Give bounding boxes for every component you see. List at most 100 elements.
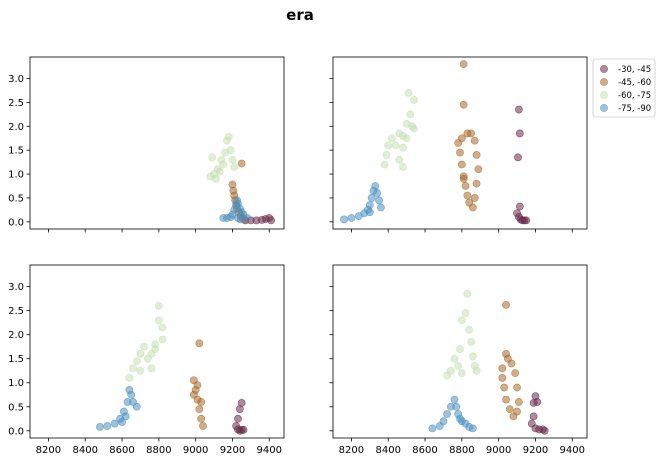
x-tick-label: 8600 (109, 445, 134, 456)
y-tick-label: 1.0 (8, 170, 24, 181)
y-tick-label: 2.0 (8, 330, 24, 341)
data-point (391, 141, 400, 150)
data-point (459, 100, 468, 109)
data-point (234, 414, 242, 423)
data-point (500, 383, 509, 392)
marks (428, 289, 549, 435)
data-point (459, 174, 468, 183)
data-point (140, 342, 149, 351)
data-point (219, 160, 228, 169)
y-tick-label: 1.0 (8, 378, 24, 389)
x-tick-label: 9000 (486, 445, 511, 456)
data-point (154, 316, 163, 325)
data-point (515, 129, 524, 138)
data-point (395, 155, 404, 164)
data-point (463, 129, 472, 138)
data-point (502, 300, 510, 309)
data-point (110, 419, 119, 428)
data-point (452, 402, 461, 411)
data-point (371, 182, 380, 190)
data-point (439, 417, 448, 426)
data-point (515, 202, 524, 211)
data-point (446, 366, 455, 375)
data-point (474, 165, 483, 174)
data-point (467, 337, 475, 346)
x-tick-label: 8800 (449, 445, 474, 456)
data-point (505, 405, 514, 414)
data-point (402, 134, 411, 143)
data-point (454, 362, 463, 370)
data-point (513, 407, 521, 416)
data-point (199, 422, 207, 430)
data-point (459, 60, 468, 69)
data-point (387, 134, 396, 143)
data-point (502, 395, 510, 404)
data-point (470, 194, 479, 202)
data-point (236, 215, 245, 224)
data-point (540, 426, 549, 435)
data-point (463, 191, 472, 200)
data-point (380, 160, 389, 169)
data-point (118, 418, 126, 427)
data-point (410, 124, 418, 133)
data-point (132, 357, 141, 366)
data-point (382, 151, 391, 159)
y-tick-label: 1.5 (8, 146, 24, 157)
data-point (399, 143, 407, 152)
legend: -30, -45 -45, -60 -60, -75 -75, -90 (592, 58, 656, 118)
data-point (461, 309, 470, 317)
data-point (189, 390, 198, 399)
data-point (127, 390, 136, 399)
data-point (215, 167, 224, 176)
legend-frame (592, 58, 656, 118)
y-tick-label: 2.5 (8, 98, 24, 109)
y-tick-label: 2.5 (8, 306, 24, 317)
marks (96, 301, 248, 435)
data-point (468, 203, 477, 212)
y-tick-label: 0.0 (8, 426, 24, 437)
y-tick-label: 3.0 (8, 282, 24, 293)
data-point (103, 422, 112, 430)
data-point (195, 405, 204, 414)
data-point (154, 301, 163, 310)
data-point (514, 105, 523, 114)
data-point (456, 148, 464, 157)
x-tick-label: 8200 (36, 445, 61, 456)
marks (206, 132, 276, 225)
data-point (237, 159, 246, 168)
data-point (228, 155, 237, 164)
x-tick-label: 9000 (183, 445, 208, 456)
x-tick-label: 8400 (375, 445, 400, 456)
data-point (498, 364, 507, 373)
data-point (373, 189, 382, 198)
data-point (461, 182, 470, 190)
marks (340, 60, 531, 225)
data-point (503, 354, 512, 363)
data-point (457, 134, 466, 143)
data-point (522, 216, 531, 225)
y-tick-label: 1.5 (8, 354, 24, 365)
plot-frame (332, 264, 588, 439)
legend-entries: -30, -45 -45, -60 -60, -75 -75, -90 (600, 65, 651, 114)
data-point (384, 141, 393, 150)
x-tick-label: 9400 (560, 445, 585, 456)
data-point (410, 96, 418, 104)
y-tick-label: 2.0 (8, 122, 24, 133)
y-tick-label: 0.5 (8, 402, 24, 413)
x-tick-label: 9400 (257, 445, 282, 456)
data-point (533, 398, 542, 406)
data-point (456, 345, 464, 353)
data-point (208, 153, 217, 162)
data-point (347, 214, 356, 222)
legend-label: -30, -45 (618, 65, 651, 75)
data-point (457, 160, 466, 169)
data-point (470, 136, 479, 145)
data-point (395, 129, 404, 138)
data-point (465, 325, 474, 334)
plot-frame (332, 56, 588, 230)
data-point (197, 398, 206, 406)
data-point (511, 369, 520, 378)
y-tick-label: 3.0 (8, 74, 24, 85)
data-point (224, 132, 233, 141)
